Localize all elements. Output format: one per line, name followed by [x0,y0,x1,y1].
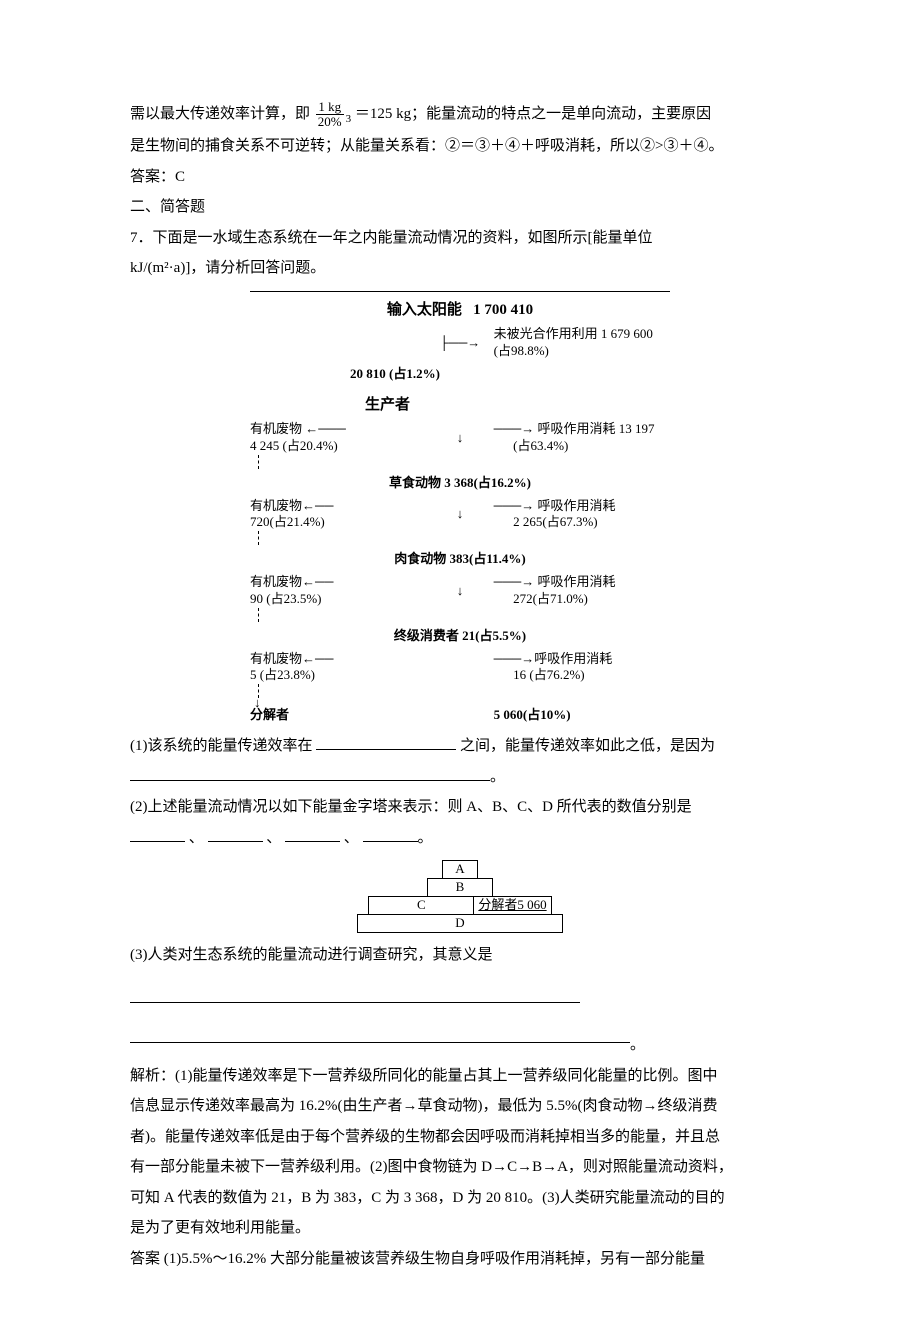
separator: 、 [344,830,359,846]
resp-value: 2 265(占67.3%) [513,514,598,529]
herbivore: 草食动物 3 368(占16.2%) [250,469,670,498]
blank-line: 。 [130,1009,790,1060]
resp-label: 呼吸作用消耗 [538,574,616,589]
decomposer-label: 分解者 [250,707,426,724]
blank [130,826,185,842]
label: 输入太阳能 [387,302,462,318]
waste-value: 90 (占23.5%) [250,591,322,606]
resp-value: (占63.4%) [513,438,568,453]
resp-label: 呼吸作用消耗 [538,498,616,513]
fraction: 1 kg 20% [316,100,344,130]
section-heading: 二、简答题 [130,193,790,222]
blank [316,734,456,750]
analysis: 信息显示传递效率最高为 16.2%(由生产者→草食动物)，最低为 5.5%(肉食… [130,1092,790,1121]
analysis: 可知 A 代表的数值为 21，B 为 383，C 为 3 368，D 为 20 … [130,1184,790,1213]
question-2: (2)上述能量流动情况以如下能量金字塔来表示：则 A、B、C、D 所代表的数值分… [130,793,790,822]
page: 需以最大传递效率计算，即 1 kg 20% 3 ＝125 kg；能量流动的特点之… [0,0,920,1335]
tier-d: D [357,914,563,933]
text: 需以最大传递效率计算，即 [130,106,310,122]
decomposer-side: 分解者5 060 [474,896,551,915]
unused-label: 未被光合作用利用 1 679 600 [494,326,653,341]
analysis: 者)。能量传递效率低是由于每个营养级的生物都会因呼吸而消耗掉相当多的能量，并且总 [130,1123,790,1152]
energy-pyramid: A B C 分解者5 060 D [310,860,610,933]
analysis: 解析：(1)能量传递效率是下一营养级所同化的能量占其上一营养级同化能量的比例。图… [130,1062,790,1091]
waste-value: 4 245 (占20.4%) [250,438,338,453]
unused-pct: (占98.8%) [494,343,549,358]
paragraph: 需以最大传递效率计算，即 1 kg 20% 3 ＝125 kg；能量流动的特点之… [130,100,790,130]
tier-b: B [427,878,493,897]
text: 之间，能量传递效率如此之低，是因为 [460,738,715,754]
tier-a: A [442,860,478,879]
resp-value: 16 (占76.2%) [513,667,585,682]
question-1: (1)该系统的能量传递效率在 之间，能量传递效率如此之低，是因为 [130,732,790,761]
waste-label: 有机废物 [250,421,302,436]
waste-label: 有机废物 [250,574,302,589]
waste-label: 有机废物 [250,651,302,666]
blanks-row: 、 、 、 。 [130,824,790,853]
carnivore: 肉食动物 383(占11.4%) [250,545,670,574]
blank [130,975,580,1003]
blank [130,765,490,781]
tier-c: C [368,896,474,915]
waste-label: 有机废物 [250,498,302,513]
blank-line: 。 [130,763,790,792]
value: 1 700 410 [473,302,533,318]
decomposer-value: 5 060(占10%) [494,707,670,724]
blank [130,1015,630,1043]
numerator: 1 kg [316,100,344,115]
resp-value: 272(占71.0%) [513,591,588,606]
answer: 答案 (1)5.5%～16.2% 大部分能量被该营养级生物自身呼吸作用消耗掉，另… [130,1245,790,1274]
blank [208,826,263,842]
resp-label: 呼吸作用消耗 [534,651,612,666]
waste-value: 5 (占23.8%) [250,667,315,682]
sun-input: 输入太阳能 1 700 410 [250,294,670,327]
exponent: 3 [346,113,352,125]
blank [363,826,418,842]
analysis: 有一部分能量未被下一营养级利用。(2)图中食物链为 D→C→B→A，则对照能量流… [130,1153,790,1182]
producer-input: 20 810 (占1.2%) [350,366,440,381]
energy-flow-diagram: 输入太阳能 1 700 410 ├──→ 未被光合作用利用 1 679 600 … [250,291,670,725]
resp-label: 呼吸作用消耗 13 197 [538,421,655,436]
paragraph: 是生物间的捕食关系不可逆转；从能量关系看：②＝③＋④＋呼吸消耗，所以②>③＋④。 [130,132,790,161]
blank [285,826,340,842]
question-stem: 7．下面是一水域生态系统在一年之内能量流动情况的资料，如图所示[能量单位 [130,224,790,253]
denominator: 20% [316,115,344,129]
text: (1)该系统的能量传递效率在 [130,738,313,754]
producer: 生产者 [250,389,670,422]
question-stem: kJ/(m²·a)]，请分析回答问题。 [130,254,790,283]
question-3: (3)人类对生态系统的能量流动进行调查研究，其意义是 [130,941,790,970]
separator: 、 [189,830,204,846]
analysis: 是为了更有效地利用能量。 [130,1214,790,1243]
separator: 、 [266,830,281,846]
text: ＝125 kg；能量流动的特点之一是单向流动，主要原因 [355,106,711,122]
waste-value: 720(占21.4%) [250,514,325,529]
answer-line: 答案：C [130,163,790,192]
top-consumer: 终级消费者 21(占5.5%) [250,622,670,651]
